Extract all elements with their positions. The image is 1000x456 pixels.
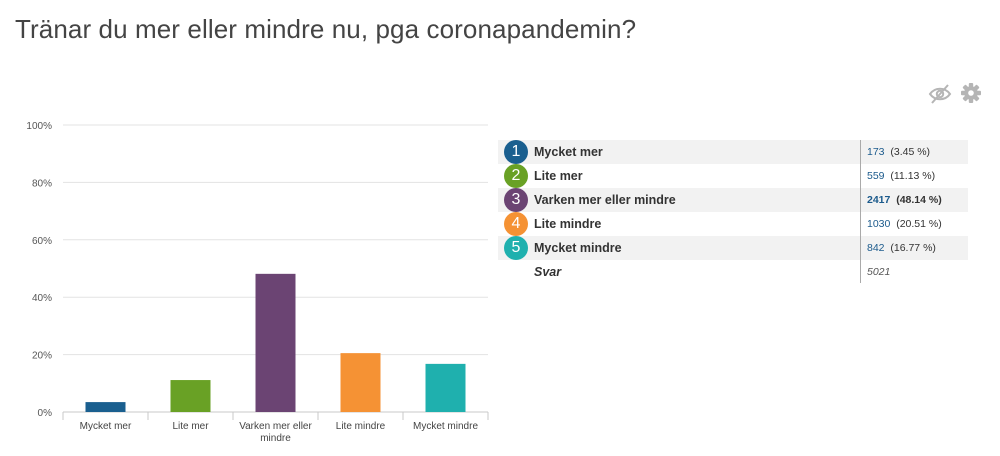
row-value: 559 (11.13 %): [860, 164, 968, 188]
table-row: 2 Lite mer 559 (11.13 %): [498, 164, 968, 188]
bar: [340, 353, 381, 412]
row-count[interactable]: 173: [867, 146, 885, 158]
row-value: 173 (3.45 %): [860, 140, 968, 164]
row-value: 842 (16.77 %): [860, 236, 968, 260]
total-label: Svar: [534, 260, 861, 283]
total-value: 5021: [860, 260, 968, 283]
row-label: Mycket mer: [534, 140, 861, 164]
bar: [85, 402, 126, 412]
row-label: Lite mindre: [534, 212, 861, 236]
row-value: 2417 (48.14 %): [860, 188, 968, 212]
chart-toolbar: [928, 82, 986, 106]
row-number-cell: 4: [498, 212, 534, 236]
bar-chart: 0% 20% 40% 60% 80% 100% Mycket mer Lite mer Vark…: [26, 121, 489, 444]
table-row: 5 Mycket mindre 842 (16.77 %): [498, 236, 968, 260]
row-percent: (20.51 %): [896, 218, 942, 230]
row-number-cell: 3: [498, 188, 534, 212]
results-table: 1 Mycket mer 173 (3.45 %) 2 Lite mer 559 (11.…: [498, 140, 968, 283]
row-label: Varken mer eller mindre: [534, 188, 861, 212]
x-tick-label: mindre: [260, 433, 291, 444]
row-percent: (3.45 %): [890, 146, 931, 158]
table-row: 3 Varken mer eller mindre 2417 (48.14 %): [498, 188, 968, 212]
row-number-badge: 5: [504, 236, 528, 260]
y-tick-label: 60%: [32, 236, 52, 247]
row-value: 1030 (20.51 %): [860, 212, 968, 236]
x-tick-label: Mycket mindre: [413, 421, 478, 432]
gear-icon[interactable]: [961, 83, 981, 103]
row-number-badge: 1: [504, 140, 528, 164]
row-count[interactable]: 842: [867, 242, 885, 254]
y-tick-label: 100%: [26, 121, 52, 132]
row-number-cell: 1: [498, 140, 534, 164]
bar: [170, 380, 211, 412]
x-tick-label: Varken mer eller: [239, 421, 312, 432]
row-count[interactable]: 2417: [867, 194, 891, 206]
y-tick-label: 80%: [32, 178, 52, 189]
y-tick-label: 20%: [32, 351, 52, 362]
row-count[interactable]: 1030: [867, 218, 891, 230]
row-number-cell: 5: [498, 236, 534, 260]
table-row: 4 Lite mindre 1030 (20.51 %): [498, 212, 968, 236]
row-percent: (11.13 %): [890, 170, 936, 182]
x-tick-label: Lite mer: [172, 421, 209, 432]
row-number-badge: 4: [504, 212, 528, 236]
y-tick-label: 40%: [32, 293, 52, 304]
row-percent: (48.14 %): [896, 194, 942, 206]
y-tick-label: 0%: [38, 408, 53, 419]
x-tick-label: Lite mindre: [336, 421, 386, 432]
row-number-cell: 2: [498, 164, 534, 188]
bar: [425, 363, 466, 412]
row-count[interactable]: 559: [867, 170, 885, 182]
table-total-row: Svar 5021: [498, 260, 968, 283]
row-label: Mycket mindre: [534, 236, 861, 260]
eye-slash-icon[interactable]: [928, 84, 952, 104]
x-tick-label: Mycket mer: [80, 421, 132, 432]
table-row: 1 Mycket mer 173 (3.45 %): [498, 140, 968, 164]
row-label: Lite mer: [534, 164, 861, 188]
row-percent: (16.77 %): [890, 242, 936, 254]
row-number-badge: 3: [504, 188, 528, 212]
bar: [255, 273, 296, 412]
page-title: Tränar du mer eller mindre nu, pga coron…: [15, 14, 637, 44]
row-number-badge: 2: [504, 164, 528, 188]
